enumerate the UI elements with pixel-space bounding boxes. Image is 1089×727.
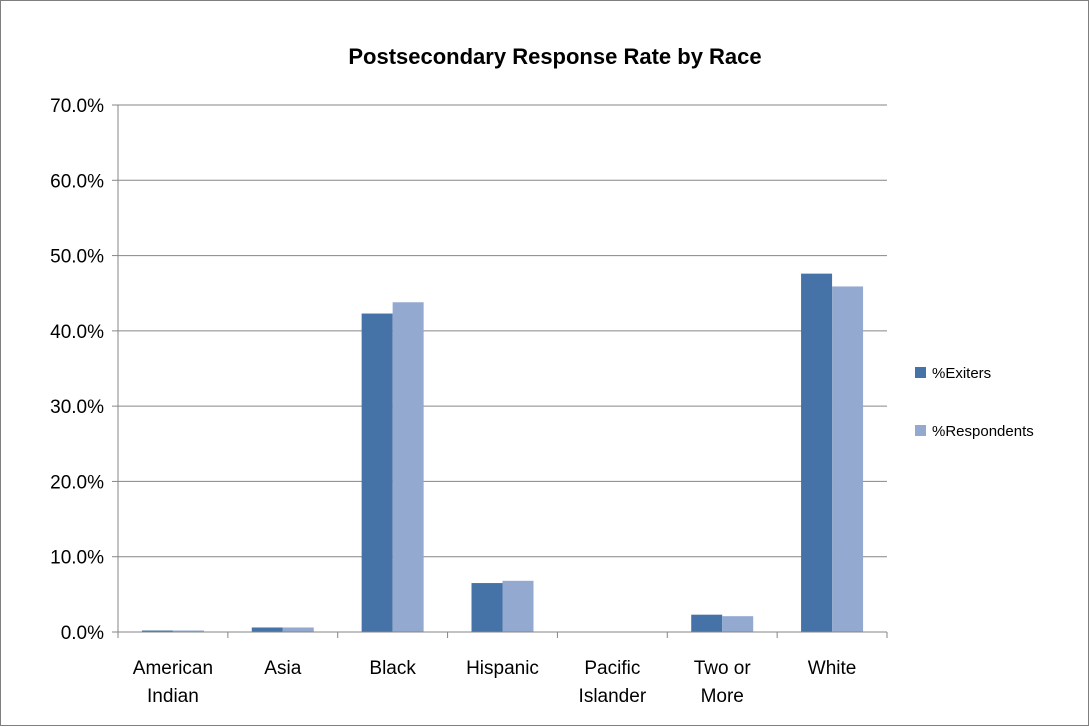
- legend-swatch: [915, 367, 926, 378]
- x-axis-labels: American Indian Asia Black Hispanic Pacific Is…: [133, 658, 857, 707]
- x-tick-label: Black: [369, 658, 416, 679]
- bar-respondents: [172, 630, 204, 632]
- x-tick-label: Two or: [694, 658, 752, 679]
- legend-label: %Exiters: [932, 365, 991, 382]
- bar-respondents: [502, 580, 534, 632]
- bar-respondents: [282, 627, 314, 632]
- x-tick-label: Pacific: [584, 658, 640, 679]
- bar-respondents: [392, 302, 424, 632]
- y-tick-label: 10.0%: [50, 548, 104, 569]
- y-axis-ticks: 0.0% 10.0% 20.0% 30.0% 40.0% 50.0% 60.0% 70.0%: [50, 96, 104, 644]
- y-tick-label: 0.0%: [61, 623, 104, 644]
- x-tick-label: Asia: [264, 658, 301, 679]
- x-tick-label: More: [701, 686, 744, 707]
- x-tick-label: Indian: [147, 686, 199, 707]
- y-tick-label: 20.0%: [50, 472, 104, 493]
- bar-exiters: [691, 614, 723, 632]
- bar-exiters: [471, 583, 503, 632]
- bar-respondents: [832, 286, 864, 632]
- x-tick-label: American: [133, 658, 213, 679]
- x-tick-label: Hispanic: [466, 658, 539, 679]
- legend-swatch: [915, 425, 926, 436]
- x-tick-label: Islander: [579, 686, 647, 707]
- bar-exiters: [251, 627, 283, 632]
- y-tick-label: 30.0%: [50, 397, 104, 418]
- y-tick-label: 50.0%: [50, 247, 104, 268]
- bars: [141, 273, 864, 632]
- gridlines: [112, 104, 887, 633]
- legend-label: %Respondents: [932, 423, 1034, 440]
- axes: [117, 105, 888, 638]
- bar-exiters: [801, 273, 833, 632]
- bar-exiters: [141, 630, 173, 632]
- bar-respondents: [722, 616, 754, 632]
- x-tick-label: White: [808, 658, 857, 679]
- y-tick-label: 60.0%: [50, 171, 104, 192]
- y-tick-label: 40.0%: [50, 322, 104, 343]
- bar-exiters: [361, 313, 393, 632]
- chart-title: Postsecondary Response Rate by Race: [348, 44, 761, 69]
- legend: %Exiters %Respondents: [915, 365, 1034, 440]
- y-tick-label: 70.0%: [50, 96, 104, 117]
